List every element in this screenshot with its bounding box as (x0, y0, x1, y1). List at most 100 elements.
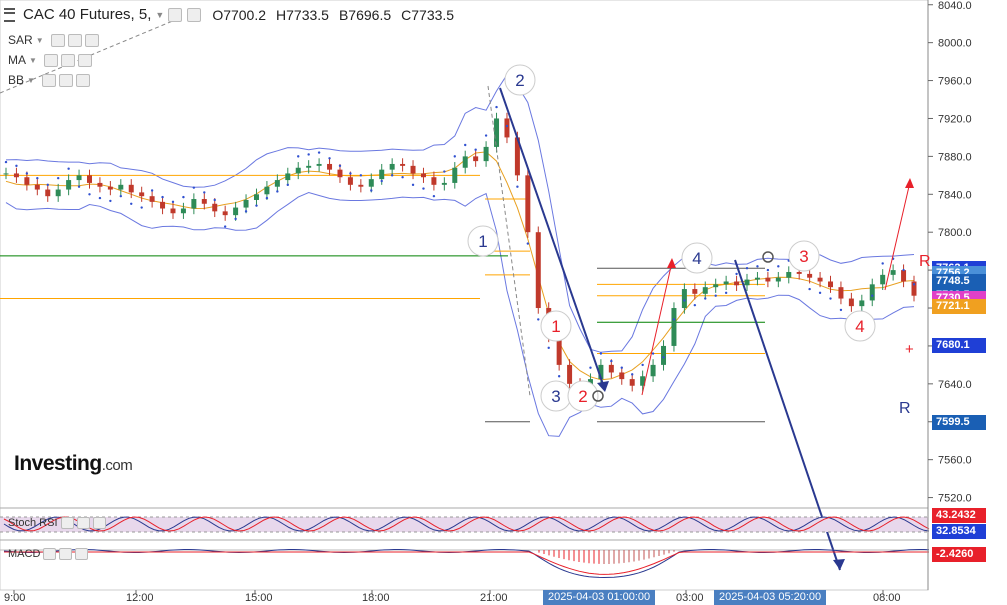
settings-icon[interactable] (76, 517, 90, 529)
macd-label[interactable]: MACD (8, 548, 89, 560)
wave-label-red-1: 1 (551, 317, 560, 336)
sar-dot (182, 195, 185, 199)
settings-icon[interactable] (60, 53, 75, 67)
caret-icon[interactable]: ▼ (155, 9, 165, 20)
visibility-icon[interactable] (43, 53, 58, 67)
stoch-band (0, 517, 928, 532)
sar-dot (36, 176, 39, 180)
wave-label-2-circle (504, 64, 536, 96)
caret-icon[interactable]: ▼ (27, 75, 35, 85)
close-icon[interactable] (75, 73, 90, 87)
arrow-head (905, 178, 914, 188)
down-arrow-line (499, 87, 606, 391)
close-icon[interactable] (77, 53, 92, 67)
candle-body (880, 274, 886, 285)
candle-body (598, 364, 604, 380)
candle-body (661, 345, 667, 365)
sar-dot (662, 356, 665, 359)
candle-body (640, 376, 646, 386)
candle-body (473, 156, 479, 162)
sar-dot (505, 124, 509, 128)
sar-dot (902, 268, 905, 272)
indicator-bb[interactable]: BB ▼ (8, 73, 90, 87)
candle-body (201, 199, 207, 204)
sar-dot (537, 318, 540, 321)
candle-body (358, 184, 364, 187)
candle-body (233, 207, 239, 216)
candle-body (775, 277, 781, 282)
sar-dot (818, 291, 822, 295)
indicator-bb-label: BB (8, 73, 25, 87)
candle-body (107, 186, 113, 190)
indicator-sar[interactable]: SAR ▼ (8, 33, 99, 47)
candle-body (483, 146, 489, 162)
sar-dot (338, 164, 342, 168)
candle-body (368, 179, 374, 187)
candle-body (765, 277, 771, 282)
sar-dot (693, 303, 697, 307)
sar-dot (286, 183, 289, 187)
y-tick-label: 7920.0 (938, 113, 972, 125)
candle-body (139, 192, 145, 197)
candle-body (400, 163, 406, 166)
candle-body (347, 177, 353, 185)
sar-dot (213, 198, 216, 202)
stoch-rsi-panel (0, 516, 930, 533)
wave-label-red-3: 3 (799, 247, 808, 266)
sub-value-label: 32.8534 (932, 524, 986, 539)
visibility-icon[interactable] (50, 33, 65, 47)
menu-icon[interactable] (4, 7, 15, 22)
candle-body (441, 182, 447, 185)
settings-icon[interactable] (67, 33, 82, 47)
close-icon[interactable] (75, 548, 89, 560)
visibility-icon[interactable] (43, 548, 57, 560)
sar-dot (77, 185, 81, 188)
candle-body (796, 272, 802, 274)
sar-dot (203, 191, 206, 194)
sar-dot (380, 179, 383, 183)
close-icon[interactable] (84, 33, 99, 47)
candle-body (160, 201, 166, 209)
visibility-icon[interactable] (168, 7, 183, 22)
visibility-icon[interactable] (41, 73, 56, 87)
sar-dot (150, 189, 154, 192)
candle-body (828, 281, 834, 288)
x-tick-label: 15:00 (245, 592, 273, 604)
candle-body (619, 372, 625, 380)
y-tick-label: 8000.0 (938, 38, 972, 50)
settings-icon[interactable] (59, 548, 73, 560)
sar-dot (599, 352, 603, 355)
candle-body (671, 308, 677, 346)
sar-dot (15, 164, 18, 168)
sar-dot (474, 148, 477, 151)
up-arrow-line (641, 261, 673, 396)
price-label: 7680.1 (932, 338, 986, 354)
sar-dot (704, 297, 707, 300)
horizontal-levels (0, 174, 765, 423)
visibility-icon[interactable] (60, 517, 74, 529)
parabolic-sar (4, 105, 916, 406)
sar-dot (714, 294, 717, 297)
sar-dot (422, 187, 425, 190)
indicator-ma[interactable]: MA ▼ (8, 53, 92, 67)
y-tick-label: 8040.0 (938, 0, 972, 12)
price-candles (3, 112, 917, 400)
settings-icon[interactable] (58, 73, 73, 87)
sar-dot (756, 265, 759, 268)
sar-dot (526, 242, 530, 245)
macd-line (3, 549, 930, 579)
sar-dot (557, 375, 561, 378)
sar-dot (631, 373, 634, 376)
wave-label-3: 3 (551, 387, 560, 406)
close-icon[interactable] (92, 517, 106, 529)
candle-body (629, 379, 635, 386)
stoch-rsi-label[interactable]: Stoch RSI (8, 517, 106, 529)
sar-dot (4, 160, 8, 164)
caret-icon[interactable]: ▼ (29, 55, 37, 65)
candle-body (295, 167, 301, 174)
candle-body (713, 284, 719, 288)
open-value: O7700.2 (212, 6, 267, 23)
caret-icon[interactable]: ▼ (35, 35, 44, 45)
settings-icon[interactable] (187, 7, 202, 22)
